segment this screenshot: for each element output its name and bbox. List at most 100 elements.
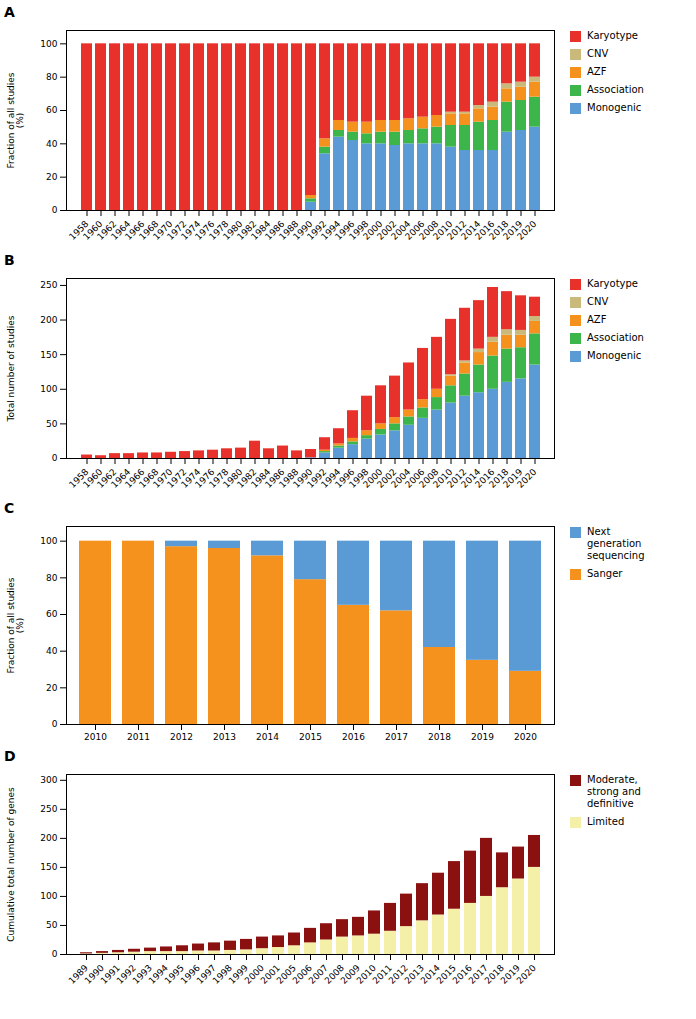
svg-text:2020: 2020 (514, 732, 537, 742)
svg-text:2002: 2002 (375, 466, 399, 490)
svg-text:1996: 1996 (333, 466, 357, 490)
svg-text:1962: 1962 (95, 218, 119, 242)
svg-text:300: 300 (40, 775, 57, 785)
svg-text:50: 50 (46, 419, 58, 429)
svg-text:1984: 1984 (249, 466, 273, 490)
svg-text:20: 20 (46, 683, 58, 693)
svg-text:1982: 1982 (235, 466, 259, 490)
svg-text:1970: 1970 (151, 218, 175, 242)
svg-text:1972: 1972 (165, 218, 189, 242)
svg-text:2018: 2018 (487, 218, 511, 242)
svg-text:40: 40 (46, 139, 58, 149)
html-text:Moderate, strong and definitiv: Moderate, strong and definitive (587, 774, 641, 809)
svg-text:1976: 1976 (193, 218, 217, 242)
svg-text:1966: 1966 (123, 466, 147, 490)
svg-text:80: 80 (46, 72, 58, 82)
svg-text:40: 40 (46, 646, 58, 656)
svg-text:100: 100 (40, 891, 57, 901)
svg-text:2014: 2014 (256, 732, 279, 742)
svg-text:2012: 2012 (445, 218, 469, 242)
svg-text:1970: 1970 (151, 466, 175, 490)
svg-text:1960: 1960 (81, 466, 105, 490)
svg-text:1994: 1994 (319, 218, 343, 242)
svg-text:0: 0 (52, 205, 58, 215)
svg-text:1980: 1980 (221, 466, 245, 490)
svg-text:150: 150 (40, 862, 57, 872)
svg-text:1968: 1968 (137, 218, 161, 242)
svg-text:1988: 1988 (277, 218, 301, 242)
svg-text:0: 0 (52, 719, 58, 729)
svg-text:1962: 1962 (95, 466, 119, 490)
svg-text:2020: 2020 (515, 219, 538, 242)
svg-text:1960: 1960 (81, 218, 105, 242)
svg-text:1996: 1996 (333, 218, 357, 242)
svg-text:50: 50 (46, 920, 58, 930)
svg-text:1978: 1978 (207, 466, 231, 490)
svg-text:1978: 1978 (207, 218, 231, 242)
svg-text:Fraction of all studies(%): Fraction of all studies(%) (6, 577, 25, 673)
svg-text:1998: 1998 (347, 466, 371, 490)
svg-text:2011: 2011 (127, 732, 150, 742)
svg-text:2016: 2016 (342, 732, 365, 742)
svg-text:1974: 1974 (179, 218, 203, 242)
svg-text:1994: 1994 (319, 466, 343, 490)
svg-text:2020: 2020 (515, 467, 538, 490)
svg-text:2000: 2000 (361, 466, 385, 490)
svg-text:1966: 1966 (123, 218, 147, 242)
svg-text:1992: 1992 (305, 218, 329, 242)
svg-text:0: 0 (52, 949, 58, 959)
svg-text:1990: 1990 (291, 466, 315, 490)
svg-text:20: 20 (46, 172, 58, 182)
svg-text:1998: 1998 (347, 218, 371, 242)
svg-text:2006: 2006 (403, 218, 427, 242)
svg-text:1974: 1974 (179, 466, 203, 490)
svg-text:1982: 1982 (235, 218, 259, 242)
html-text:Next generation sequencing: Next generation sequencing (587, 526, 645, 561)
svg-text:200: 200 (40, 833, 57, 843)
svg-text:150: 150 (40, 350, 57, 360)
svg-text:Cumulative total number of gen: Cumulative total number of genes (6, 787, 16, 942)
svg-text:100: 100 (40, 384, 57, 394)
svg-text:80: 80 (46, 573, 58, 583)
svg-text:250: 250 (40, 280, 57, 290)
svg-text:2010: 2010 (84, 732, 107, 742)
svg-text:1988: 1988 (277, 466, 301, 490)
svg-text:1958: 1958 (67, 466, 91, 490)
svg-text:1986: 1986 (263, 218, 287, 242)
svg-text:1964: 1964 (109, 218, 133, 242)
svg-text:60: 60 (46, 609, 58, 619)
svg-text:2016: 2016 (473, 218, 497, 242)
svg-text:2013: 2013 (213, 732, 236, 742)
svg-text:2014: 2014 (459, 218, 483, 242)
svg-text:100: 100 (40, 536, 57, 546)
svg-text:1964: 1964 (109, 466, 133, 490)
svg-text:2004: 2004 (389, 218, 413, 242)
svg-text:2018: 2018 (428, 732, 451, 742)
svg-text:2019: 2019 (471, 732, 494, 742)
svg-text:Total number of studies: Total number of studies (6, 315, 16, 422)
svg-text:2000: 2000 (361, 218, 385, 242)
svg-text:0: 0 (52, 453, 58, 463)
svg-text:2002: 2002 (375, 218, 399, 242)
svg-text:1958: 1958 (67, 218, 91, 242)
svg-text:2010: 2010 (431, 218, 455, 242)
svg-text:250: 250 (40, 804, 57, 814)
svg-text:100: 100 (40, 39, 57, 49)
svg-text:200: 200 (40, 315, 57, 325)
svg-text:2019: 2019 (501, 218, 525, 242)
svg-text:1980: 1980 (221, 218, 245, 242)
svg-text:2017: 2017 (385, 732, 408, 742)
svg-text:1976: 1976 (193, 466, 217, 490)
svg-text:2008: 2008 (417, 218, 441, 242)
svg-text:1968: 1968 (137, 466, 161, 490)
svg-text:Fraction of all studies(%): Fraction of all studies(%) (6, 72, 25, 168)
svg-text:60: 60 (46, 105, 58, 115)
svg-text:1972: 1972 (165, 466, 189, 490)
svg-text:2012: 2012 (170, 732, 193, 742)
svg-text:1990: 1990 (291, 218, 315, 242)
svg-text:1986: 1986 (263, 466, 287, 490)
svg-text:2015: 2015 (299, 732, 322, 742)
svg-text:2020: 2020 (515, 963, 538, 986)
svg-text:1992: 1992 (305, 466, 329, 490)
svg-text:1984: 1984 (249, 218, 273, 242)
